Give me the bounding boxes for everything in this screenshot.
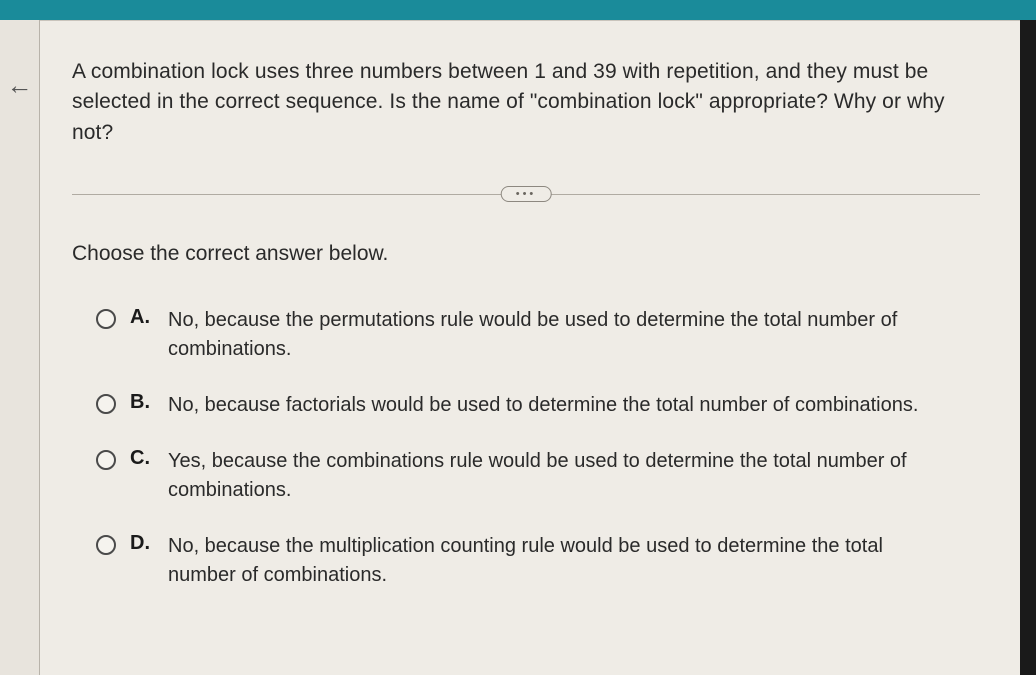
option-letter: C. [130,447,154,470]
page-wrap: ← A combination lock uses three numbers … [0,20,1036,675]
radio-icon[interactable] [96,535,116,555]
option-b[interactable]: B. No, because factorials would be used … [96,391,980,419]
question-prompt: A combination lock uses three numbers be… [72,57,980,148]
back-arrow-icon[interactable]: ← [7,70,33,675]
instruction-text: Choose the correct answer below. [72,242,980,266]
option-c[interactable]: C. Yes, because the combinations rule wo… [96,447,980,504]
option-letter: A. [130,306,154,329]
options-list: A. No, because the permutations rule wou… [72,306,980,589]
app-top-bar [0,0,1036,20]
left-rail: ← [0,20,40,675]
expand-hint-button[interactable]: ••• [501,186,552,202]
right-edge [1020,20,1036,675]
divider-row: ••• [72,182,980,206]
radio-icon[interactable] [96,394,116,414]
radio-icon[interactable] [96,450,116,470]
option-letter: B. [130,391,154,414]
option-d[interactable]: D. No, because the multiplication counti… [96,532,980,589]
option-letter: D. [130,532,154,555]
question-panel: A combination lock uses three numbers be… [40,20,1020,675]
option-text: No, because factorials would be used to … [168,391,918,419]
radio-icon[interactable] [96,309,116,329]
option-text: No, because the permutations rule would … [168,306,928,363]
option-text: No, because the multiplication counting … [168,532,928,589]
option-a[interactable]: A. No, because the permutations rule wou… [96,306,980,363]
option-text: Yes, because the combinations rule would… [168,447,928,504]
